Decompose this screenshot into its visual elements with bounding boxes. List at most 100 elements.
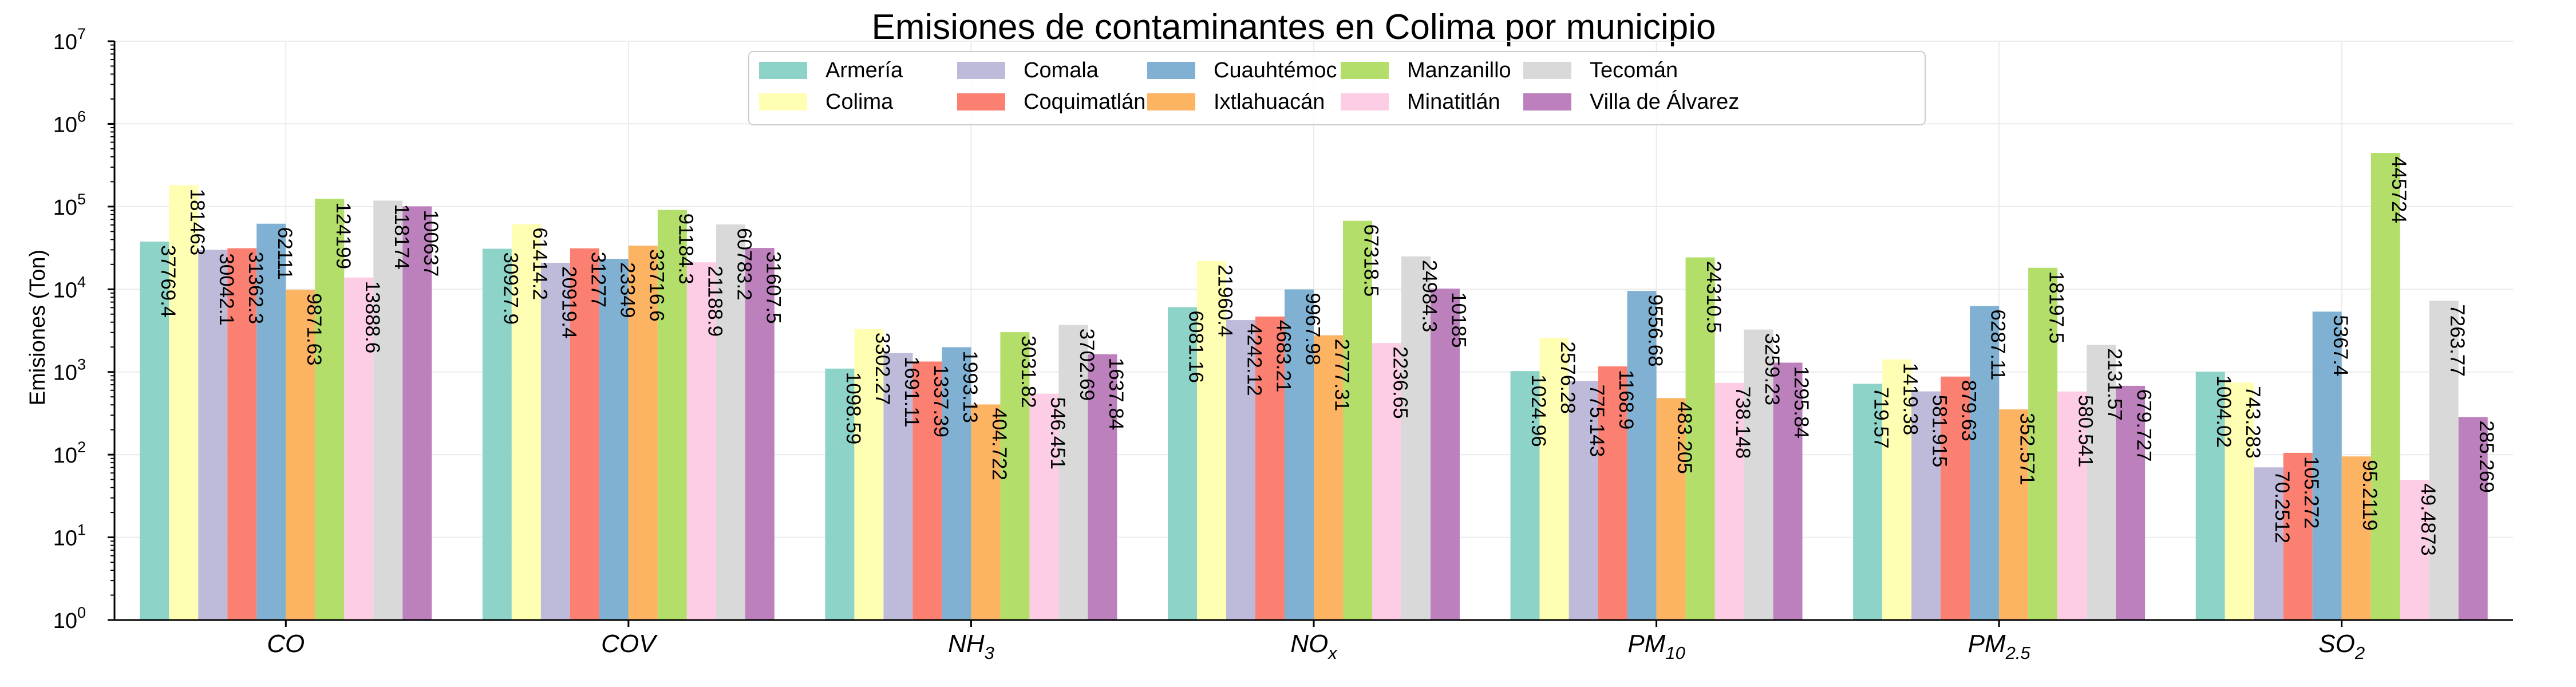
bar-value-label: 61414.2: [528, 227, 551, 300]
legend-entry-label: Colima: [825, 90, 894, 114]
bar: [1911, 391, 1941, 620]
bar-value-label: 67318.5: [1360, 224, 1382, 297]
legend-entry-label: Cuauhtémoc: [1214, 58, 1337, 82]
bar: [1882, 359, 1912, 620]
bar-value-label: 33716.6: [645, 249, 667, 322]
y-tick-label: 105: [53, 191, 86, 220]
bar: [1627, 291, 1657, 620]
y-tick-base: 10: [53, 527, 77, 551]
bar-value-label: 9556.68: [1644, 294, 1666, 367]
legend-swatch: [1341, 93, 1389, 110]
bar: [2254, 467, 2283, 620]
bar: [540, 262, 570, 620]
bar: [1088, 354, 1117, 620]
bar-value-label: 24984.3: [1419, 260, 1441, 333]
bar: [227, 248, 257, 621]
legend-entry-label: Comala: [1024, 58, 1099, 82]
x-tick-label: COV: [601, 630, 658, 658]
legend: Armería Colima Comala Coquimatlán Cuauhtémoc…: [748, 51, 1926, 125]
bar: [1401, 256, 1431, 620]
bar: [1744, 329, 1773, 620]
bar-value-label: 124199: [332, 202, 354, 269]
bar-value-label: 1419.38: [1899, 363, 1922, 436]
bar-value-label: 21960.4: [1214, 264, 1236, 337]
legend-entry-label: Coquimatlán: [1024, 90, 1145, 114]
bar: [140, 241, 169, 621]
y-tick-label: 107: [53, 25, 86, 54]
bar-value-label: 2131.57: [2104, 348, 2126, 421]
legend-swatch: [1147, 62, 1195, 79]
x-tick-label-base: SO: [2318, 630, 2355, 658]
legend-box: [748, 51, 1926, 125]
bar-value-label: 21188.9: [704, 266, 726, 337]
bar-value-label: 37769.4: [157, 245, 179, 318]
bar: [286, 290, 315, 620]
bar-value-label: 1098.59: [842, 372, 864, 445]
bar: [402, 206, 432, 620]
bar-value-label: 105.272: [2300, 456, 2322, 529]
bar-value-label: 285.269: [2475, 420, 2498, 493]
x-tick-label-base: CO: [267, 630, 305, 658]
y-tick-exponent: 6: [77, 108, 86, 125]
y-tick-base: 10: [53, 196, 77, 220]
bar-value-label: 91184.3: [674, 214, 697, 285]
bar: [1197, 260, 1226, 620]
bar: [854, 329, 884, 620]
bar-value-label: 31362.3: [244, 252, 267, 325]
bar-value-label: 9871.63: [303, 293, 325, 366]
bar: [825, 368, 855, 620]
legend-swatch: [1523, 62, 1571, 79]
bar: [657, 210, 687, 620]
bar-value-label: 2576.28: [1556, 341, 1579, 414]
bar-value-label: 445724: [2388, 156, 2410, 223]
y-tick-label: 102: [53, 439, 86, 468]
x-tick-label-subscript: x: [1327, 643, 1338, 663]
bar: [942, 347, 971, 620]
data-labels: 37769.4 181463 30042.1 31362.3 62111 9871.63 1…: [157, 156, 2498, 556]
bar-value-label: 738.148: [1732, 386, 1754, 459]
x-tick-label: NH3: [948, 630, 994, 663]
x-tick-label-base: PM: [1968, 630, 2006, 658]
legend-swatch: [1147, 93, 1195, 110]
bars: [140, 153, 2488, 621]
bar-value-label: 10185: [1448, 292, 1470, 348]
y-tick-base: 10: [53, 30, 77, 54]
y-tick-base: 10: [53, 113, 77, 137]
bar-value-label: 20919.4: [558, 266, 580, 339]
axes: [108, 40, 2513, 627]
bar-value-label: 1295.84: [1790, 366, 1812, 439]
bar: [1029, 393, 1059, 620]
bar: [716, 224, 745, 620]
legend-swatch: [1341, 62, 1389, 79]
bar-value-label: 30042.1: [215, 253, 238, 326]
bar-value-label: 31277: [587, 252, 609, 307]
bar-value-label: 2236.65: [1389, 346, 1412, 419]
bar: [2283, 452, 2313, 620]
bar: [1314, 335, 1343, 620]
bar-value-label: 31607.5: [762, 251, 784, 324]
bar-value-label: 879.63: [1958, 380, 1980, 441]
bar-value-label: 1024.96: [1527, 374, 1550, 447]
bar-value-label: 404.722: [988, 408, 1010, 480]
x-tick-label-base: COV: [601, 630, 658, 658]
bar: [570, 248, 599, 620]
legend-entry-label: Manzanillo: [1407, 58, 1511, 82]
y-tick-exponent: 2: [77, 439, 86, 456]
bar-value-label: 7263.77: [2446, 304, 2468, 377]
bar-value-label: 18197.5: [2045, 271, 2068, 344]
bar: [883, 353, 913, 620]
bar-value-label: 1993.13: [959, 350, 981, 423]
bar-value-label: 483.205: [1673, 401, 1696, 474]
bar: [1000, 332, 1030, 620]
bar-value-label: 3302.27: [871, 333, 894, 405]
bar: [482, 248, 512, 620]
bar: [628, 246, 658, 620]
bar: [169, 185, 199, 621]
bar: [1285, 289, 1314, 620]
y-tick-exponent: 0: [77, 604, 86, 621]
x-tick-label: CO: [267, 630, 305, 658]
bar-value-label: 1004.02: [2212, 375, 2235, 448]
bar: [373, 200, 403, 620]
bar-value-label: 95.2119: [2358, 460, 2381, 531]
